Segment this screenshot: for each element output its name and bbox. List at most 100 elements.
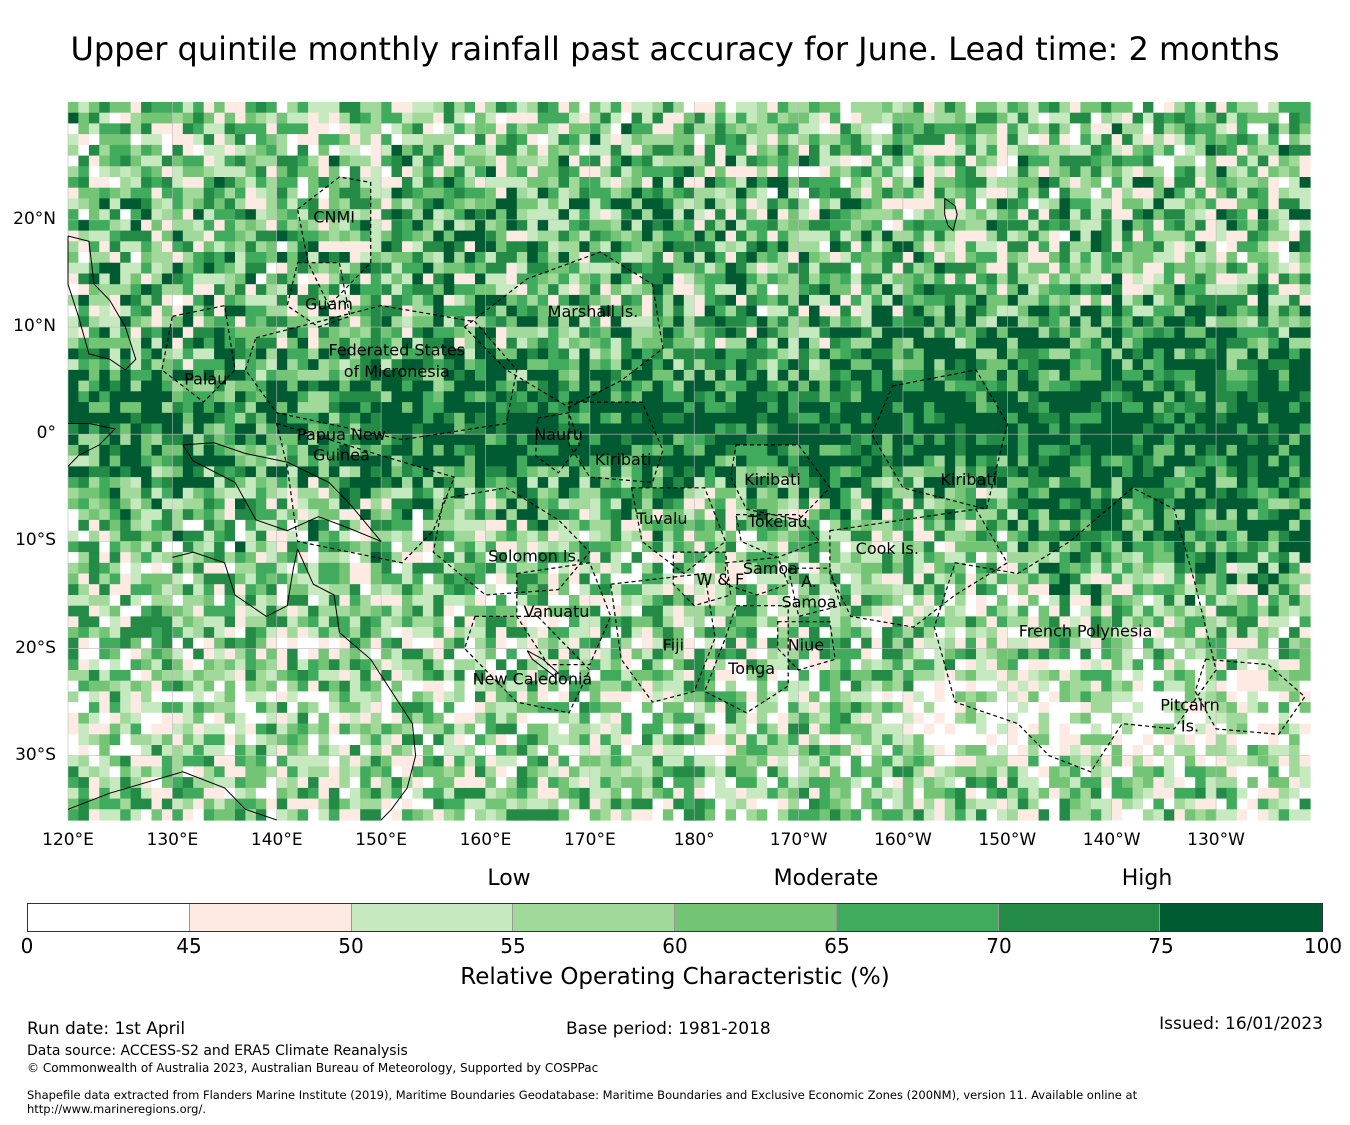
roc-cell xyxy=(819,337,831,350)
roc-cell xyxy=(182,466,194,478)
roc-cell xyxy=(767,455,779,467)
roc-cell xyxy=(704,219,716,232)
roc-cell xyxy=(1226,509,1238,521)
roc-cell xyxy=(464,294,476,307)
roc-cell xyxy=(349,294,361,307)
roc-cell xyxy=(1174,305,1186,317)
roc-cell xyxy=(1226,187,1238,199)
roc-cell xyxy=(297,369,309,382)
roc-cell xyxy=(527,198,539,210)
roc-cell xyxy=(861,541,873,553)
roc-cell xyxy=(255,337,267,350)
roc-cell xyxy=(235,155,246,167)
roc-cell xyxy=(652,177,664,189)
roc-cell xyxy=(443,359,455,371)
roc-cell xyxy=(485,252,497,264)
roc-cell xyxy=(349,477,361,489)
roc-cell xyxy=(871,444,883,457)
roc-cell xyxy=(1122,519,1134,532)
roc-cell xyxy=(1299,177,1311,189)
roc-cell xyxy=(631,519,643,532)
roc-cell xyxy=(266,144,278,157)
roc-cell xyxy=(1143,380,1154,392)
roc-cell xyxy=(193,316,205,328)
roc-cell xyxy=(1278,252,1290,264)
roc-cell xyxy=(422,262,434,274)
roc-cell xyxy=(1184,262,1196,274)
roc-cell xyxy=(892,509,904,521)
roc-cell xyxy=(840,519,852,532)
roc-cell xyxy=(475,509,486,521)
roc-cell xyxy=(1184,519,1196,532)
roc-cell xyxy=(318,187,330,199)
roc-cell xyxy=(433,262,445,274)
roc-cell xyxy=(944,327,956,339)
roc-cell xyxy=(725,209,737,221)
roc-cell xyxy=(986,359,998,371)
roc-cell xyxy=(996,402,1008,414)
roc-cell xyxy=(955,487,967,500)
roc-cell xyxy=(673,134,685,146)
roc-cell xyxy=(1184,369,1196,382)
roc-cell xyxy=(1038,487,1050,500)
roc-cell xyxy=(798,198,810,210)
roc-cell xyxy=(777,455,789,467)
roc-cell xyxy=(756,102,768,114)
roc-cell xyxy=(120,294,132,307)
roc-cell xyxy=(1080,519,1092,532)
roc-cell xyxy=(1257,487,1269,500)
roc-cell xyxy=(683,187,695,199)
roc-cell xyxy=(829,305,841,317)
roc-cell xyxy=(558,102,570,114)
roc-cell xyxy=(516,369,528,382)
roc-cell xyxy=(903,477,914,489)
roc-cell xyxy=(1132,155,1144,167)
roc-cell xyxy=(861,198,873,210)
roc-cell xyxy=(1101,498,1113,510)
roc-cell xyxy=(182,144,194,157)
roc-cell xyxy=(214,112,226,124)
roc-cell xyxy=(569,144,580,157)
roc-cell xyxy=(600,455,612,467)
roc-cell xyxy=(297,444,309,457)
roc-cell xyxy=(1069,187,1081,199)
roc-cell xyxy=(850,369,862,382)
roc-cell xyxy=(391,112,403,124)
roc-cell xyxy=(161,348,173,360)
roc-cell xyxy=(1007,487,1019,500)
roc-cell xyxy=(266,402,278,414)
roc-cell xyxy=(642,530,653,542)
roc-cell xyxy=(788,134,800,146)
roc-cell xyxy=(1069,369,1081,382)
roc-cell xyxy=(78,380,90,392)
roc-cell xyxy=(109,209,121,221)
roc-cell xyxy=(809,359,820,371)
roc-cell xyxy=(1184,209,1196,221)
roc-cell xyxy=(955,434,967,446)
roc-cell xyxy=(422,230,434,242)
roc-cell xyxy=(193,423,205,435)
roc-cell xyxy=(516,144,528,157)
roc-cell xyxy=(318,252,330,264)
roc-cell xyxy=(662,412,674,425)
roc-cell xyxy=(558,144,570,157)
roc-cell xyxy=(1090,177,1102,189)
roc-cell xyxy=(1028,177,1040,189)
roc-cell xyxy=(903,380,914,392)
roc-cell xyxy=(1184,498,1196,510)
roc-cell xyxy=(1174,241,1186,253)
roc-cell xyxy=(610,327,622,339)
roc-cell xyxy=(1028,305,1040,317)
roc-cell xyxy=(245,219,257,232)
roc-cell xyxy=(788,187,800,199)
roc-cell xyxy=(1257,134,1269,146)
roc-cell xyxy=(569,155,580,167)
roc-cell xyxy=(1226,209,1238,221)
roc-cell xyxy=(996,327,1008,339)
roc-cell xyxy=(798,294,810,307)
roc-cell xyxy=(172,348,184,360)
roc-cell xyxy=(1257,123,1269,135)
roc-cell xyxy=(1278,498,1290,510)
roc-cell xyxy=(746,412,758,425)
roc-cell xyxy=(1101,423,1113,435)
